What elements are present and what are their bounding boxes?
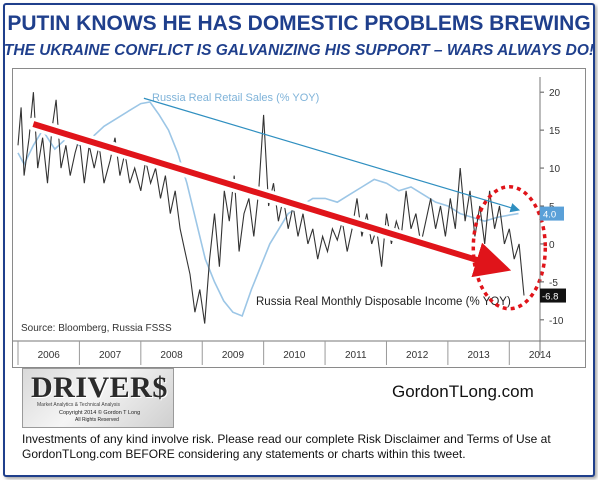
x-tick-label: 2012	[406, 350, 429, 361]
headline: PUTIN KNOWS HE HAS DOMESTIC PROBLEMS BRE…	[7, 12, 591, 35]
highlight-circle	[471, 184, 548, 311]
source-note: Source: Bloomberg, Russia FSSS	[21, 323, 172, 334]
income-last-value: -6.8	[542, 292, 558, 303]
income-label: Russia Real Monthly Disposable Income (%…	[256, 296, 511, 308]
retail-sales-label: Russia Real Retail Sales (% YOY)	[152, 92, 319, 104]
logo-copyright: Copyright 2014 © Gordon T Long	[59, 410, 141, 416]
x-tick-label: 2007	[99, 350, 122, 361]
x-tick-label: 2006	[38, 350, 61, 361]
drivers-logo: DRIVER$ Market Analytics & Technical Ana…	[22, 368, 174, 428]
y-tick-label: -5	[549, 278, 558, 289]
retail-last-badge	[540, 206, 564, 221]
disclaimer-text: Investments of any kind involve risk. Pl…	[22, 432, 551, 461]
x-tick-label: 2008	[160, 350, 183, 361]
trend-arrow	[32, 121, 512, 278]
y-tick-label: -10	[549, 316, 564, 327]
y-tick-label: 20	[549, 88, 561, 99]
retail-last-value: 4.0	[543, 210, 556, 221]
website-label: GordonTLong.com	[392, 382, 534, 401]
retail-sales-line	[17, 101, 519, 318]
x-tick-label: 2013	[467, 350, 490, 361]
line-chart: Russia Real Retail Sales (% YOY) Russia R…	[13, 77, 585, 365]
chart-panel: Russia Real Retail Sales (% YOY) Russia R…	[12, 68, 586, 368]
logo-word: DRIVER$	[31, 371, 168, 404]
y-tick-label: 0	[549, 240, 555, 251]
logo-subtitle: Market Analytics & Technical Analysis	[37, 402, 121, 408]
x-tick-label: 2009	[222, 350, 245, 361]
x-tick-label: 2014	[529, 350, 552, 361]
x-tick-label: 2010	[283, 350, 306, 361]
subheadline: THE UKRAINE CONFLICT IS GALVANIZING HIS …	[3, 42, 595, 59]
logo-rights: All Rights Reserved	[75, 417, 119, 423]
y-tick-label: 10	[549, 164, 561, 175]
y-tick-label: 15	[549, 126, 561, 137]
x-tick-label: 2011	[345, 350, 367, 361]
income-last-badge	[540, 288, 566, 303]
income-line	[17, 92, 525, 324]
retail-trend-arrow	[143, 97, 521, 213]
